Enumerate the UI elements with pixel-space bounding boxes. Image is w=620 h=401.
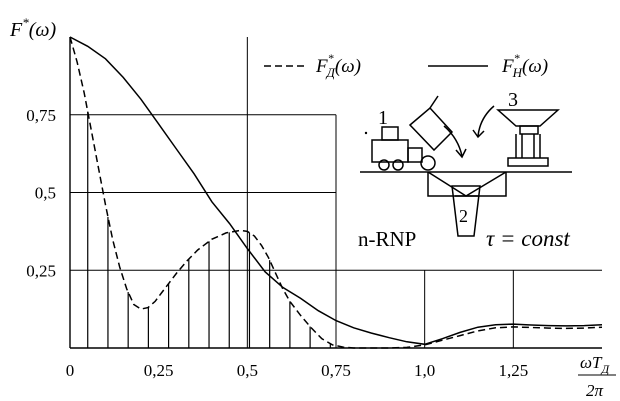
series-lines [69,36,603,349]
legend: F* Д(ω) F* Н(ω) [264,51,548,80]
pit [427,172,507,197]
x-axis-label: ωTД 2π [578,353,616,400]
svg-text:2π: 2π [586,381,604,400]
y-tick-label: 0,75 [26,106,56,125]
machine-3-hopper [496,109,560,127]
arrow-1 [443,125,463,157]
tick-labels: 0 0,25 0,5 0,75 1,0 1,25 0,25 0,5 0,75 [26,106,528,380]
x-tick-label: 0 [66,361,75,380]
x-tick-label: 0,25 [144,361,174,380]
y-tick-label: 0,5 [35,184,56,203]
series-line-dashed [69,36,603,349]
method-label: n-RNP [358,227,416,251]
dump-body [408,106,454,152]
inset-label-2: 2 [459,206,468,226]
crusher-2 [451,185,481,237]
tau-label: τ = const [486,226,570,251]
x-tick-label: 1,25 [498,361,528,380]
x-tick-label: 0,5 [237,361,258,380]
y-tick-label: 0,25 [26,261,56,280]
loader-wheel [420,155,436,171]
y-axis-label: F*(ω) [9,15,57,41]
x-tick-label: 1,0 [414,361,435,380]
dot-marker [364,131,368,135]
inset-label-1: 1 [378,107,388,129]
series-line-solid [69,36,603,346]
truck-body [371,139,409,163]
grid [69,37,602,349]
arrow-3 [477,105,495,137]
legend-solid-label: F* Н(ω) [501,51,548,80]
legend-dashed-label: F* Д(ω) [315,51,361,80]
inset-schematic [360,95,572,237]
truck-wheel [378,159,390,171]
x-tick-label: 0,75 [321,361,351,380]
sample-bars [87,111,331,348]
svg-text:ωTД: ωTД [580,353,610,376]
inset-label-3: 3 [508,89,518,111]
